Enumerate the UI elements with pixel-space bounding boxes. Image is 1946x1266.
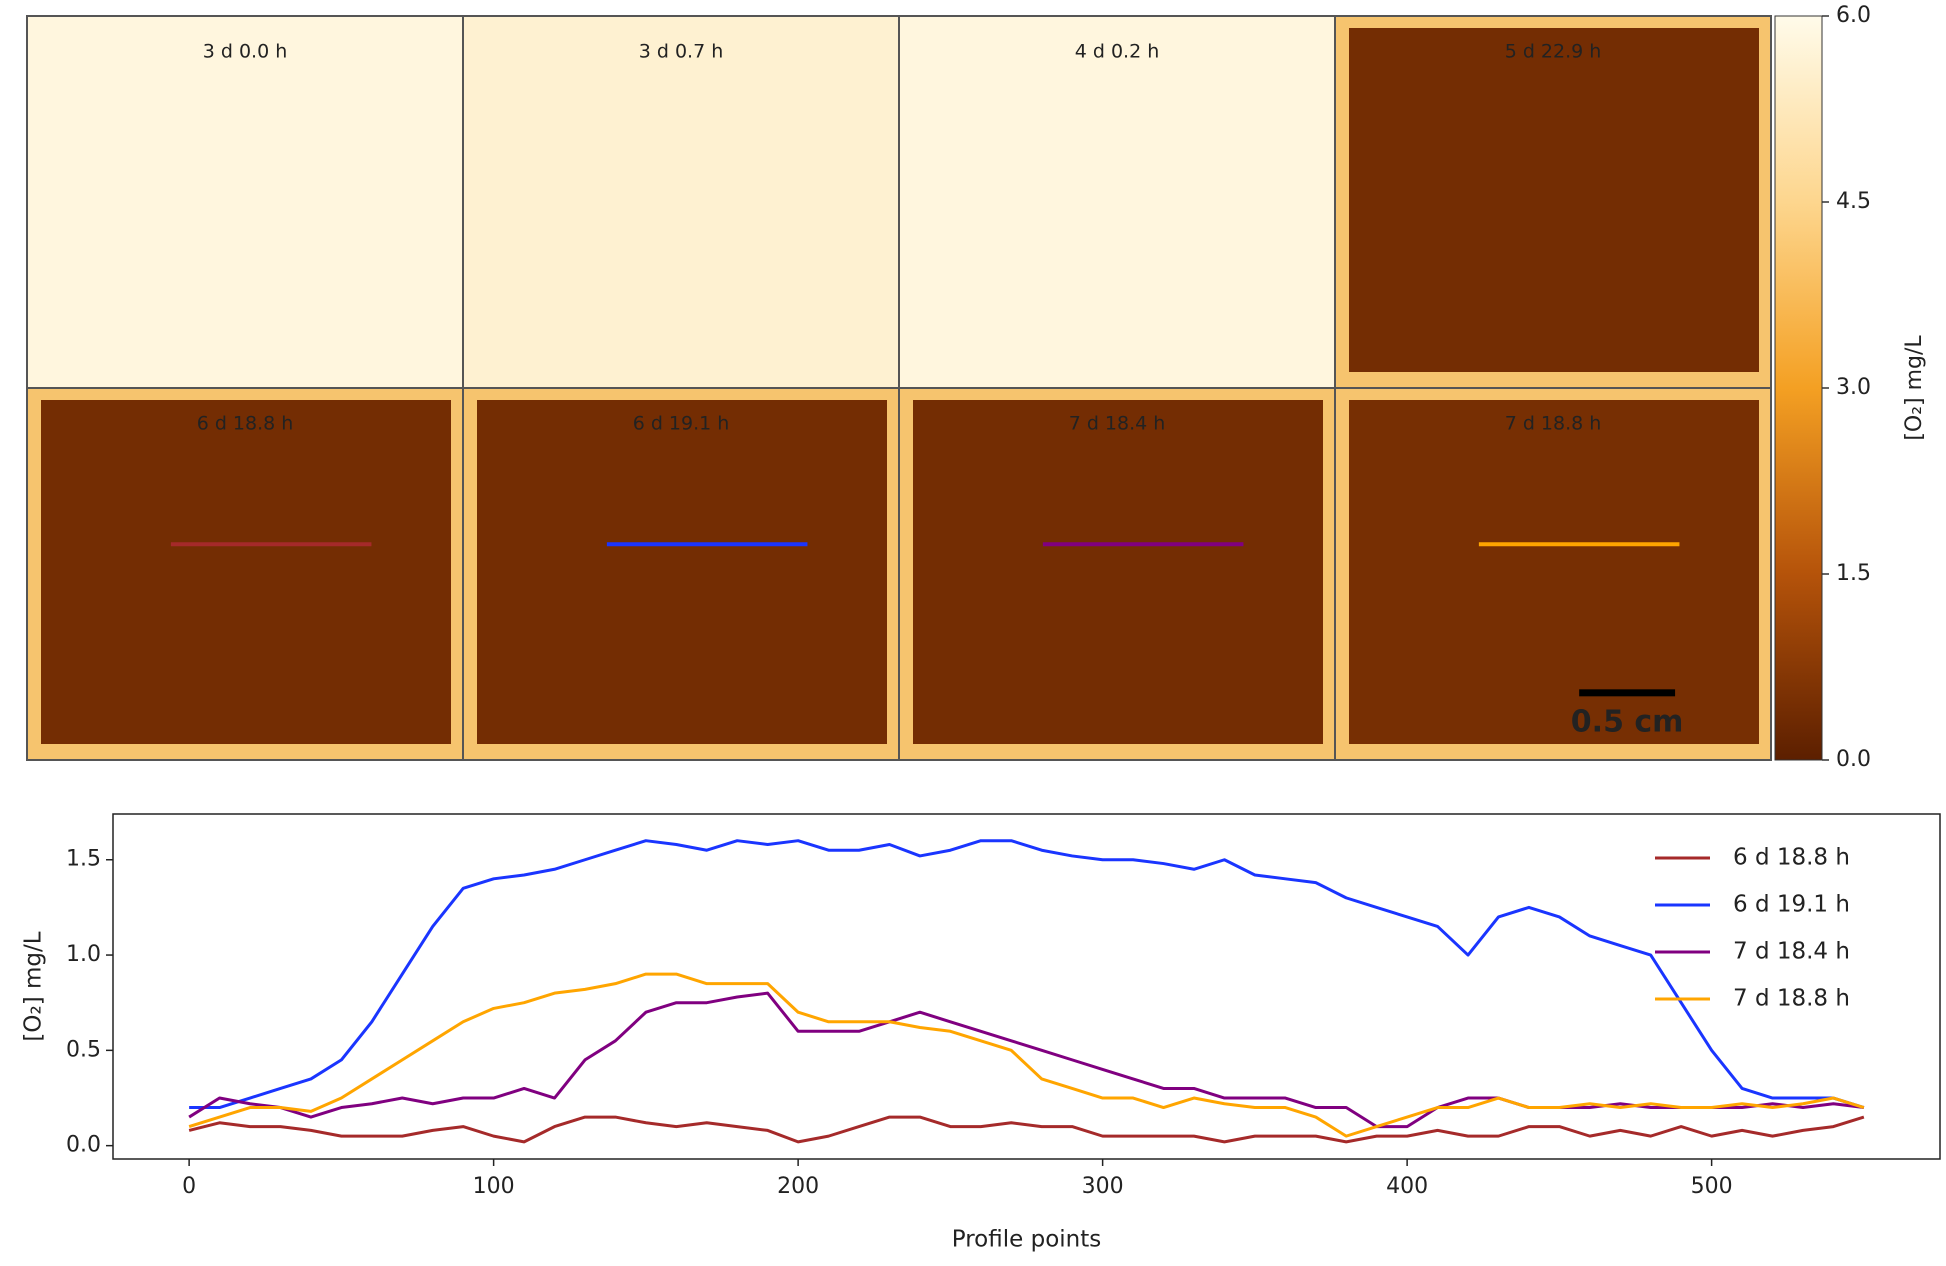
x-tick-label: 200 [777,1174,819,1199]
y-tick-label: 0.5 [66,1037,101,1062]
panel-label: 6 d 19.1 h [633,413,730,435]
colorbar-tick-label: 3.0 [1836,375,1871,400]
scale-bar [1579,689,1676,697]
x-tick-label: 400 [1386,1174,1428,1199]
panel-sample [41,28,451,372]
panel-label: 5 d 22.9 h [1505,41,1602,63]
panel-sample [477,400,887,744]
colorbar-tick-label: 0.0 [1836,747,1871,772]
panel-sample [1349,28,1759,372]
x-tick-label: 0 [182,1174,196,1199]
panel-label: 7 d 18.4 h [1069,413,1166,435]
panel-sample [41,400,451,744]
colorbar-label: [O₂] mg/L [1902,335,1927,441]
legend-label: 7 d 18.4 h [1733,939,1850,965]
x-axis-label: Profile points [952,1227,1101,1253]
legend-label: 6 d 19.1 h [1733,892,1850,918]
panel-label: 4 d 0.2 h [1075,41,1160,63]
panel-sample [477,28,887,372]
panel-label: 3 d 0.7 h [639,41,724,63]
panel-label: 3 d 0.0 h [203,41,288,63]
colorbar-tick-label: 4.5 [1836,189,1871,214]
panel-label: 6 d 18.8 h [197,413,294,435]
colorbar [1774,15,1823,761]
panel-sample [913,28,1323,372]
panel-sample [1349,400,1759,744]
colorbar-tick-label: 1.5 [1836,561,1871,586]
legend-label: 7 d 18.8 h [1733,986,1850,1012]
legend-label: 6 d 18.8 h [1733,845,1850,871]
y-axis-label: [O₂] mg/L [21,931,47,1041]
colorbar-tick-label: 6.0 [1836,3,1871,28]
x-tick-label: 500 [1691,1174,1733,1199]
y-tick-label: 1.0 [66,942,101,967]
series-line [188,1115,1865,1144]
y-tick-label: 1.5 [66,847,101,872]
x-tick-label: 300 [1082,1174,1124,1199]
y-tick-label: 0.0 [66,1133,101,1158]
series-line [188,991,1865,1129]
panel-label: 7 d 18.8 h [1505,413,1602,435]
x-tick-label: 100 [473,1174,515,1199]
series-line [188,972,1865,1138]
series-line [189,839,1865,1110]
scale-bar-label: 0.5 cm [1571,704,1684,739]
panel-sample [913,400,1323,744]
